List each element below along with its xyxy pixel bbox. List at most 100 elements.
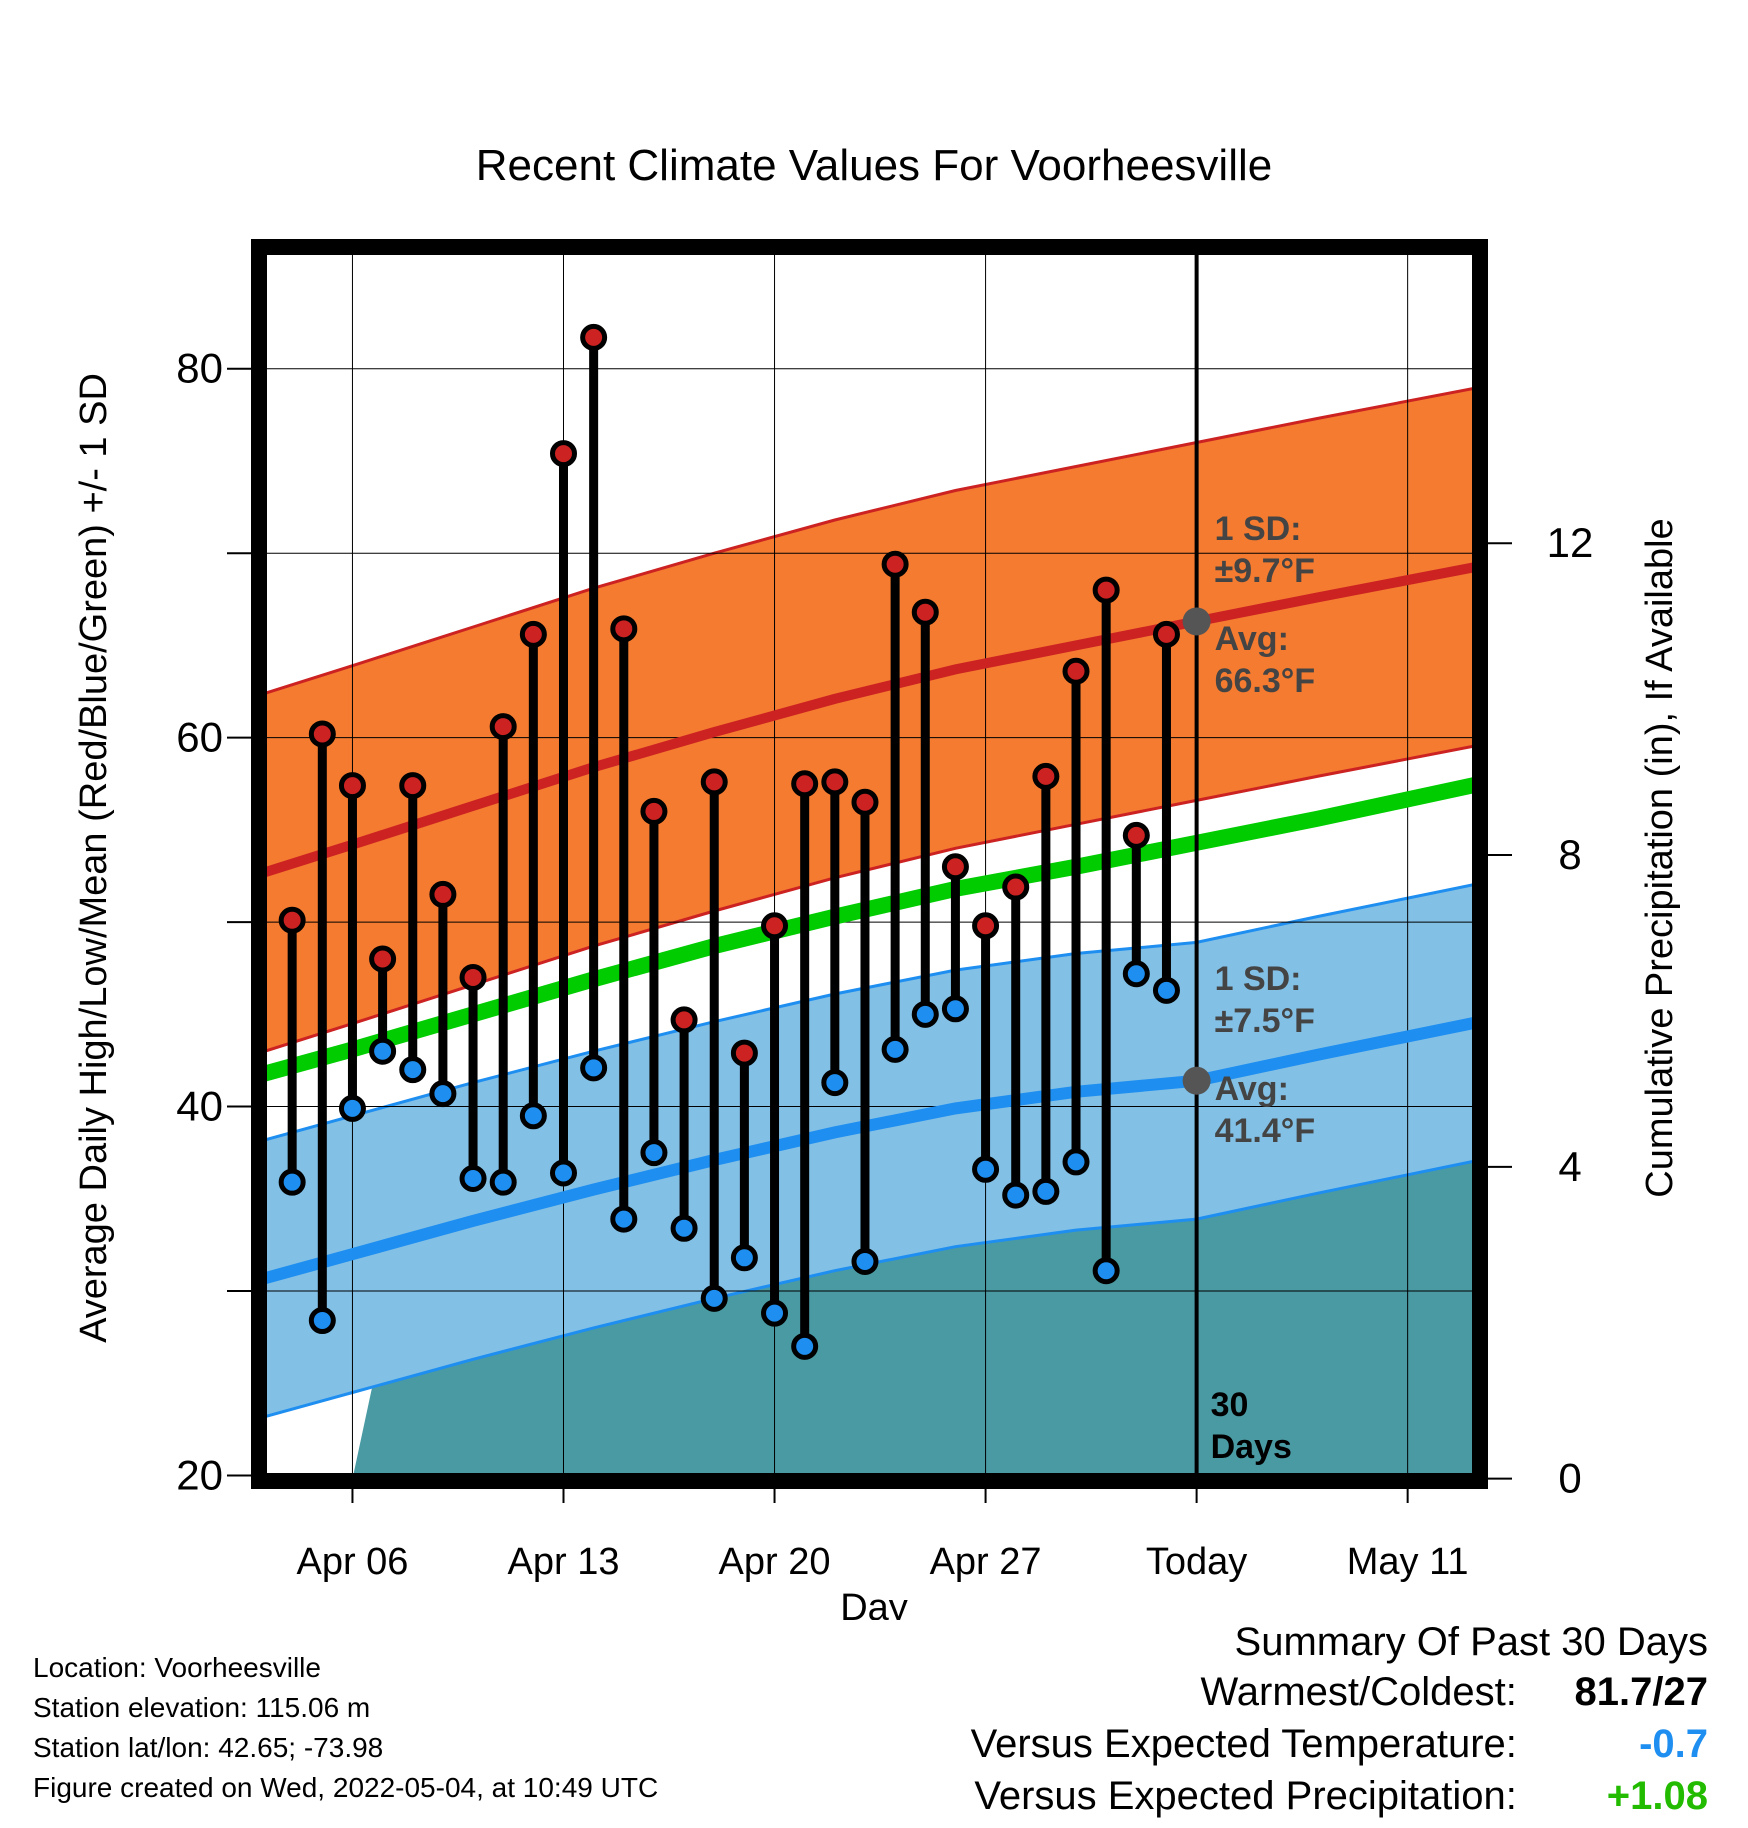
low-point — [911, 1000, 939, 1028]
y-tick-label: 40 — [176, 1083, 223, 1130]
x-tick-label: Apr 06 — [296, 1541, 408, 1583]
today-days-label-line1: 30 — [1211, 1386, 1249, 1424]
climate-chart: Recent Climate Values For Voorheesville … — [73, 141, 1681, 1620]
high-point — [369, 945, 397, 973]
high-point — [459, 963, 487, 991]
high-point — [640, 797, 668, 825]
x-axis-label: Day — [840, 1587, 908, 1620]
y2-tick-label: 12 — [1547, 519, 1594, 566]
summary-temp: Versus Expected Temperature: -0.7 — [808, 1718, 1708, 1770]
high-point — [821, 768, 849, 796]
low-point — [1092, 1257, 1120, 1285]
high-point — [791, 770, 819, 798]
low-point — [519, 1102, 547, 1130]
high-point — [580, 323, 608, 351]
summary-warm-cold: Warmest/Coldest: 81.7/27 — [808, 1666, 1709, 1718]
low-point — [761, 1299, 789, 1327]
high-point — [730, 1039, 758, 1067]
high-point — [881, 550, 909, 578]
high-avg-label: Avg: — [1215, 620, 1289, 658]
warm-cold-label: Warmest/Coldest: — [1200, 1670, 1517, 1714]
high-point — [700, 768, 728, 796]
low-point — [1122, 960, 1150, 988]
high-point — [941, 853, 969, 881]
created-text: Figure created on Wed, 2022-05-04, at 10… — [33, 1772, 659, 1803]
high-point — [399, 772, 427, 800]
low-point — [851, 1247, 879, 1275]
temp-label: Versus Expected Temperature: — [970, 1722, 1517, 1766]
precip-label: Versus Expected Precipitation: — [974, 1774, 1517, 1818]
x-tick-label: Apr 13 — [508, 1541, 620, 1583]
high-point — [519, 620, 547, 648]
x-tick-label: May 11 — [1347, 1541, 1469, 1583]
high-point — [278, 906, 306, 934]
low-point — [972, 1155, 1000, 1183]
summary-header: Summary Of Past 30 Days — [1234, 1620, 1708, 1664]
low-point — [429, 1080, 457, 1108]
y-tick-label: 80 — [176, 345, 223, 392]
low-point — [580, 1054, 608, 1082]
low-point — [881, 1035, 909, 1063]
low-point — [549, 1159, 577, 1187]
high-point — [761, 912, 789, 940]
high-point — [610, 615, 638, 643]
x-tick-label: Today — [1146, 1541, 1247, 1583]
low-sd-band — [259, 883, 1480, 1419]
plot-frame — [251, 239, 1488, 1489]
low-point — [399, 1056, 427, 1084]
today-high-avg-marker — [1182, 607, 1211, 636]
low-point — [791, 1332, 819, 1360]
location-text: Location: Voorheesville — [33, 1652, 321, 1683]
low-point — [640, 1139, 668, 1167]
x-tick-label: Apr 27 — [930, 1541, 1042, 1583]
high-point — [429, 880, 457, 908]
high-point — [911, 598, 939, 626]
low-avg-label: Avg: — [1215, 1070, 1289, 1108]
low-point — [459, 1164, 487, 1192]
plot-area: 1 SD: ±9.7°F Avg: 66.3°F 1 SD: ±7.5°F Avg: 41.4… — [259, 247, 1480, 1481]
high-sd-value: ±9.7°F — [1215, 552, 1315, 590]
low-point — [1002, 1181, 1030, 1209]
low-sd-label: 1 SD: — [1215, 960, 1302, 998]
low-point — [338, 1094, 366, 1122]
high-point — [1002, 873, 1030, 901]
summary-precip: Versus Expected Precipitation: +1.08 — [808, 1770, 1708, 1822]
low-point — [941, 995, 969, 1023]
low-point — [700, 1284, 728, 1312]
low-sd-band-lower-edge — [259, 1158, 1480, 1420]
temp-value: -0.7 — [1639, 1722, 1708, 1766]
warm-cold-value: 81.7/27 — [1574, 1670, 1708, 1714]
high-point — [549, 440, 577, 468]
high-sd-band-upper-edge — [259, 385, 1480, 697]
y2-axis-label: Cumulative Precipitation (in), If Availa… — [1639, 518, 1681, 1197]
today-low-avg-marker — [1182, 1066, 1211, 1095]
high-avg-value: 66.3°F — [1215, 662, 1316, 700]
latlon-text: Station lat/lon: 42.65; -73.98 — [33, 1732, 384, 1763]
y-tick-label: 60 — [176, 714, 223, 761]
low-point — [369, 1037, 397, 1065]
low-point — [821, 1069, 849, 1097]
y-axis-label: Average Daily High/Low/Mean (Red/Blue/Gr… — [73, 373, 115, 1343]
low-point — [730, 1244, 758, 1272]
high-point — [1092, 576, 1120, 604]
y2-tick-label: 4 — [1558, 1143, 1581, 1190]
low-point — [278, 1168, 306, 1196]
today-days-label-line2: Days — [1211, 1428, 1292, 1466]
high-point — [1032, 762, 1060, 790]
low-point — [1062, 1148, 1090, 1176]
high-point — [489, 713, 517, 741]
low-avg-value: 41.4°F — [1215, 1112, 1316, 1150]
x-tick-label: Apr 20 — [719, 1541, 831, 1583]
high-point — [670, 1006, 698, 1034]
high-point — [1122, 821, 1150, 849]
low-point — [1032, 1177, 1060, 1205]
low-sd-value: ±7.5°F — [1215, 1002, 1315, 1040]
precip-value: +1.08 — [1606, 1774, 1708, 1818]
high-point — [851, 788, 879, 816]
station-info: Location: Voorheesville Station elevatio… — [33, 1648, 658, 1808]
low-point — [670, 1214, 698, 1242]
summary-panel: Summary Of Past 30 Days Warmest/Coldest:… — [808, 1618, 1708, 1822]
high-point — [338, 772, 366, 800]
low-point — [308, 1307, 336, 1335]
y-tick-label: 20 — [176, 1451, 223, 1498]
